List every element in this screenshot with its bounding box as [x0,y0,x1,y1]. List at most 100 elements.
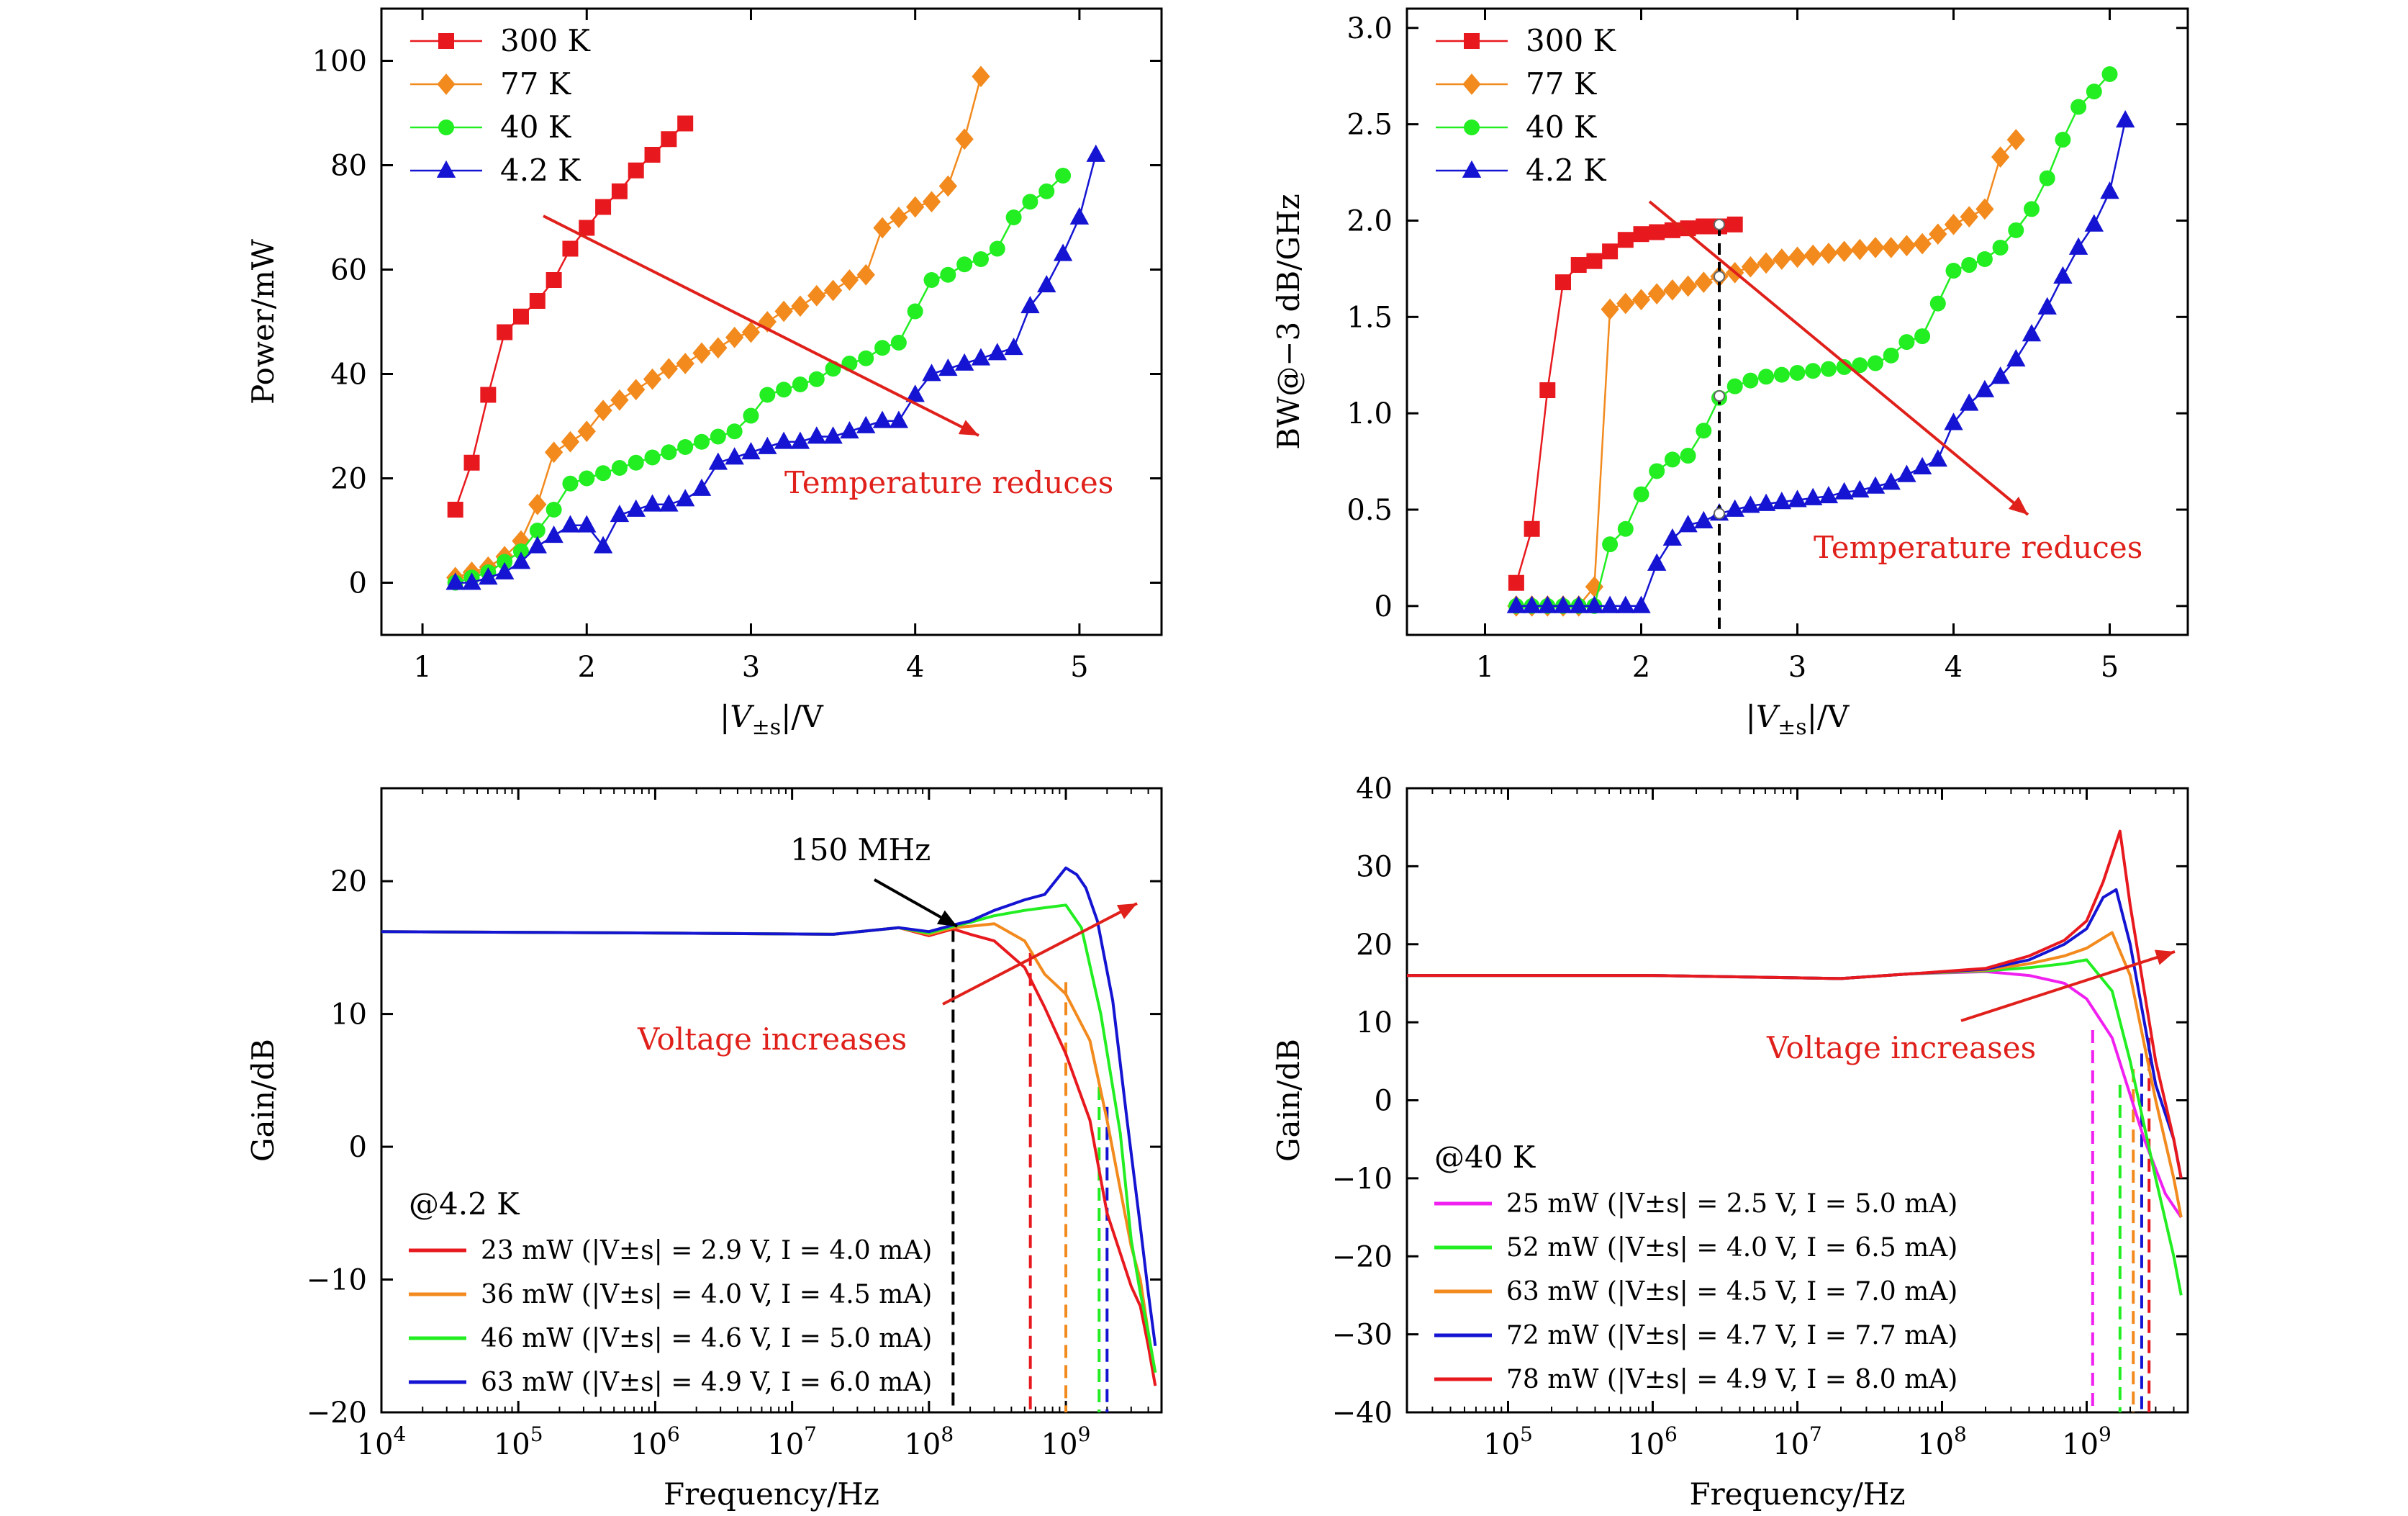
data-point [938,358,958,376]
data-point [858,350,874,366]
data-point [1664,451,1680,468]
data-point [561,430,580,453]
data-point [1053,243,1073,261]
data-point [774,431,794,449]
data-point [1836,358,1852,375]
legend-label: 300 K [1526,23,1617,58]
data-point [873,217,892,239]
x-tick-label: 3 [1788,651,1806,684]
y-axis-label: Gain/dB [245,1039,281,1162]
data-point [462,572,481,590]
data-point [726,423,743,440]
data-point [2101,66,2118,83]
x-tick-label: 106 [1628,1422,1678,1461]
data-point [1803,244,1822,266]
series-e8191e [1407,829,2183,1179]
data-point [758,436,777,454]
legend-label: 63 mW (|V±s| = 4.9 V, I = 6.0 mA) [481,1368,932,1397]
data-point [907,303,923,320]
data-point [1805,363,1821,379]
x-tick-label: 107 [767,1422,817,1461]
y-tick-label: 20 [330,463,367,496]
data-point [1022,194,1038,210]
x-tick-label: 109 [1041,1422,1091,1461]
data-point [1789,364,1806,381]
data-point [743,407,759,424]
data-point [546,272,562,288]
data-point [692,478,712,496]
data-point [1975,379,1995,397]
data-point [1462,73,1481,95]
data-point [1773,248,1791,270]
data-point [529,293,546,309]
reference-point [1714,218,1725,230]
callout-text: 150 MHz [790,832,931,867]
data-point [611,183,628,199]
annotation-arrow [1960,950,2176,1022]
data-point [562,240,579,257]
data-point [626,499,646,517]
data-point [972,251,989,267]
data-point [1069,207,1090,225]
data-point [1086,144,1105,162]
x-tick-label: 4 [1945,651,1963,684]
data-point [497,554,513,570]
data-point [922,191,941,213]
data-point [1678,275,1698,297]
y-tick-label: 100 [312,45,367,78]
x-tick-label: 105 [1483,1422,1533,1461]
x-tick-label: 5 [1070,651,1088,684]
y-tick-label: −10 [1332,1163,1393,1196]
x-tick-label: 106 [630,1422,680,1461]
legend-label: 300 K [500,23,592,58]
data-point [512,308,529,325]
data-point [445,572,465,590]
data-point [610,504,630,523]
data-point [1882,237,1901,258]
data-point [741,441,761,460]
data-point [2008,222,2024,238]
data-point [595,465,612,482]
data-point [511,551,531,569]
data-point [807,284,826,307]
legend-title: @4.2 K [409,1186,520,1222]
data-point [956,256,973,273]
data-point [610,389,629,411]
legend-label: 77 K [1526,66,1598,101]
annotation-arrow [543,215,979,437]
data-point [480,387,497,403]
data-point [1914,328,1931,345]
reference-point [1714,390,1725,402]
y-axis-label: Gain/dB [1271,1039,1306,1162]
data-point [1803,487,1823,505]
annotation-text: Voltage increases [1766,1030,2036,1065]
data-point [1913,233,1932,255]
data-point [1617,520,1634,537]
chart-bandwidth: 1 2 3 4 5 0 0.5 1.0 1.5 2.0 2.5 3.0 |V±s|/V BW@−3 dB/… [1271,7,2189,740]
data-point [659,494,679,512]
data-point [1647,553,1667,571]
data-point [1883,347,1899,364]
data-point [2006,348,2026,367]
data-point [546,502,562,518]
data-point [1694,271,1713,293]
data-point [856,263,875,286]
callout-arrow-head [936,910,957,926]
data-point [1602,243,1619,260]
data-point [528,536,547,554]
data-point [1757,252,1775,274]
data-point [1866,237,1885,258]
data-point [1850,238,1869,261]
data-point [1680,448,1696,464]
data-point [1975,198,1994,220]
data-point [644,147,661,163]
data-point [2116,109,2135,128]
data-point [856,415,876,433]
x-axis-label: Frequency/Hz [664,1476,879,1512]
x-axis-label: Frequency/Hz [1689,1476,1905,1512]
legend-label: 25 mW (|V±s| = 2.5 V, I = 5.0 mA) [1506,1189,1957,1219]
data-point [2086,84,2102,100]
data-point [840,269,859,291]
data-point [1742,372,1759,389]
data-point [1991,146,2010,168]
